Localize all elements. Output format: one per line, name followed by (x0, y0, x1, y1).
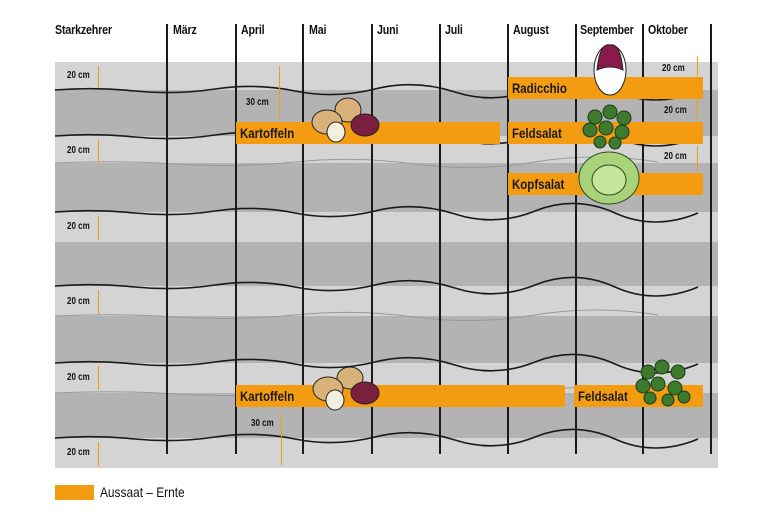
spacing-arrow (98, 216, 99, 240)
spacing-label: 20 cm (67, 70, 90, 81)
spacing-arrow (281, 413, 282, 465)
month-label: September (580, 22, 634, 37)
spacing-label: 20 cm (67, 296, 90, 307)
month-divider (507, 24, 509, 454)
spacing-label: 20 cm (67, 221, 90, 232)
month-divider (302, 24, 304, 454)
spacing-label: 20 cm (664, 151, 687, 162)
month-label: August (513, 22, 549, 37)
month-divider (439, 24, 441, 454)
spacing-arrow (697, 146, 698, 170)
crop-label: Feldsalat (512, 125, 562, 141)
radicchio-icon (593, 44, 627, 96)
month-label: Juni (377, 22, 399, 37)
legend-swatch (55, 485, 94, 500)
crop-label: Kopfsalat (512, 176, 565, 192)
spacing-arrow (697, 56, 698, 76)
crop-label: Kartoffeln (240, 125, 295, 141)
month-divider (166, 24, 168, 454)
spacing-label: 20 cm (67, 372, 90, 383)
month-divider (371, 24, 373, 454)
lettuce-icon (578, 151, 640, 205)
lambs-lettuce-icon (582, 104, 632, 150)
month-label: März (173, 22, 197, 37)
spacing-label: 20 cm (662, 63, 685, 74)
legend-label: Aussaat – Ernte (100, 484, 185, 500)
spacing-arrow (98, 290, 99, 314)
lambs-lettuce-icon (635, 359, 691, 407)
spacing-arrow (98, 140, 99, 162)
potatoes-icon (311, 97, 380, 143)
bed-row (55, 242, 718, 286)
month-divider (710, 24, 712, 454)
spacing-arrow (279, 66, 280, 118)
month-label: Mai (309, 22, 327, 37)
month-divider (235, 24, 237, 454)
crop-label: Feldsalat (578, 388, 628, 404)
month-label: Oktober (648, 22, 688, 37)
month-label: April (241, 22, 265, 37)
spacing-label: 20 cm (67, 447, 90, 458)
spacing-label: 20 cm (664, 105, 687, 116)
crop-label: Radicchio (512, 80, 567, 96)
bed-row (55, 316, 718, 363)
spacing-arrow (98, 66, 99, 88)
spacing-label: 30 cm (251, 418, 274, 429)
spacing-arrow (98, 442, 99, 466)
category-title: Starkzehrer (55, 22, 112, 37)
spacing-label: 30 cm (246, 97, 269, 108)
month-label: Juli (445, 22, 463, 37)
spacing-label: 20 cm (67, 145, 90, 156)
potatoes-icon (312, 366, 380, 411)
spacing-arrow (98, 366, 99, 390)
spacing-arrow (697, 100, 698, 120)
month-divider (575, 24, 577, 454)
month-divider (642, 24, 644, 454)
crop-label: Kartoffeln (240, 388, 295, 404)
